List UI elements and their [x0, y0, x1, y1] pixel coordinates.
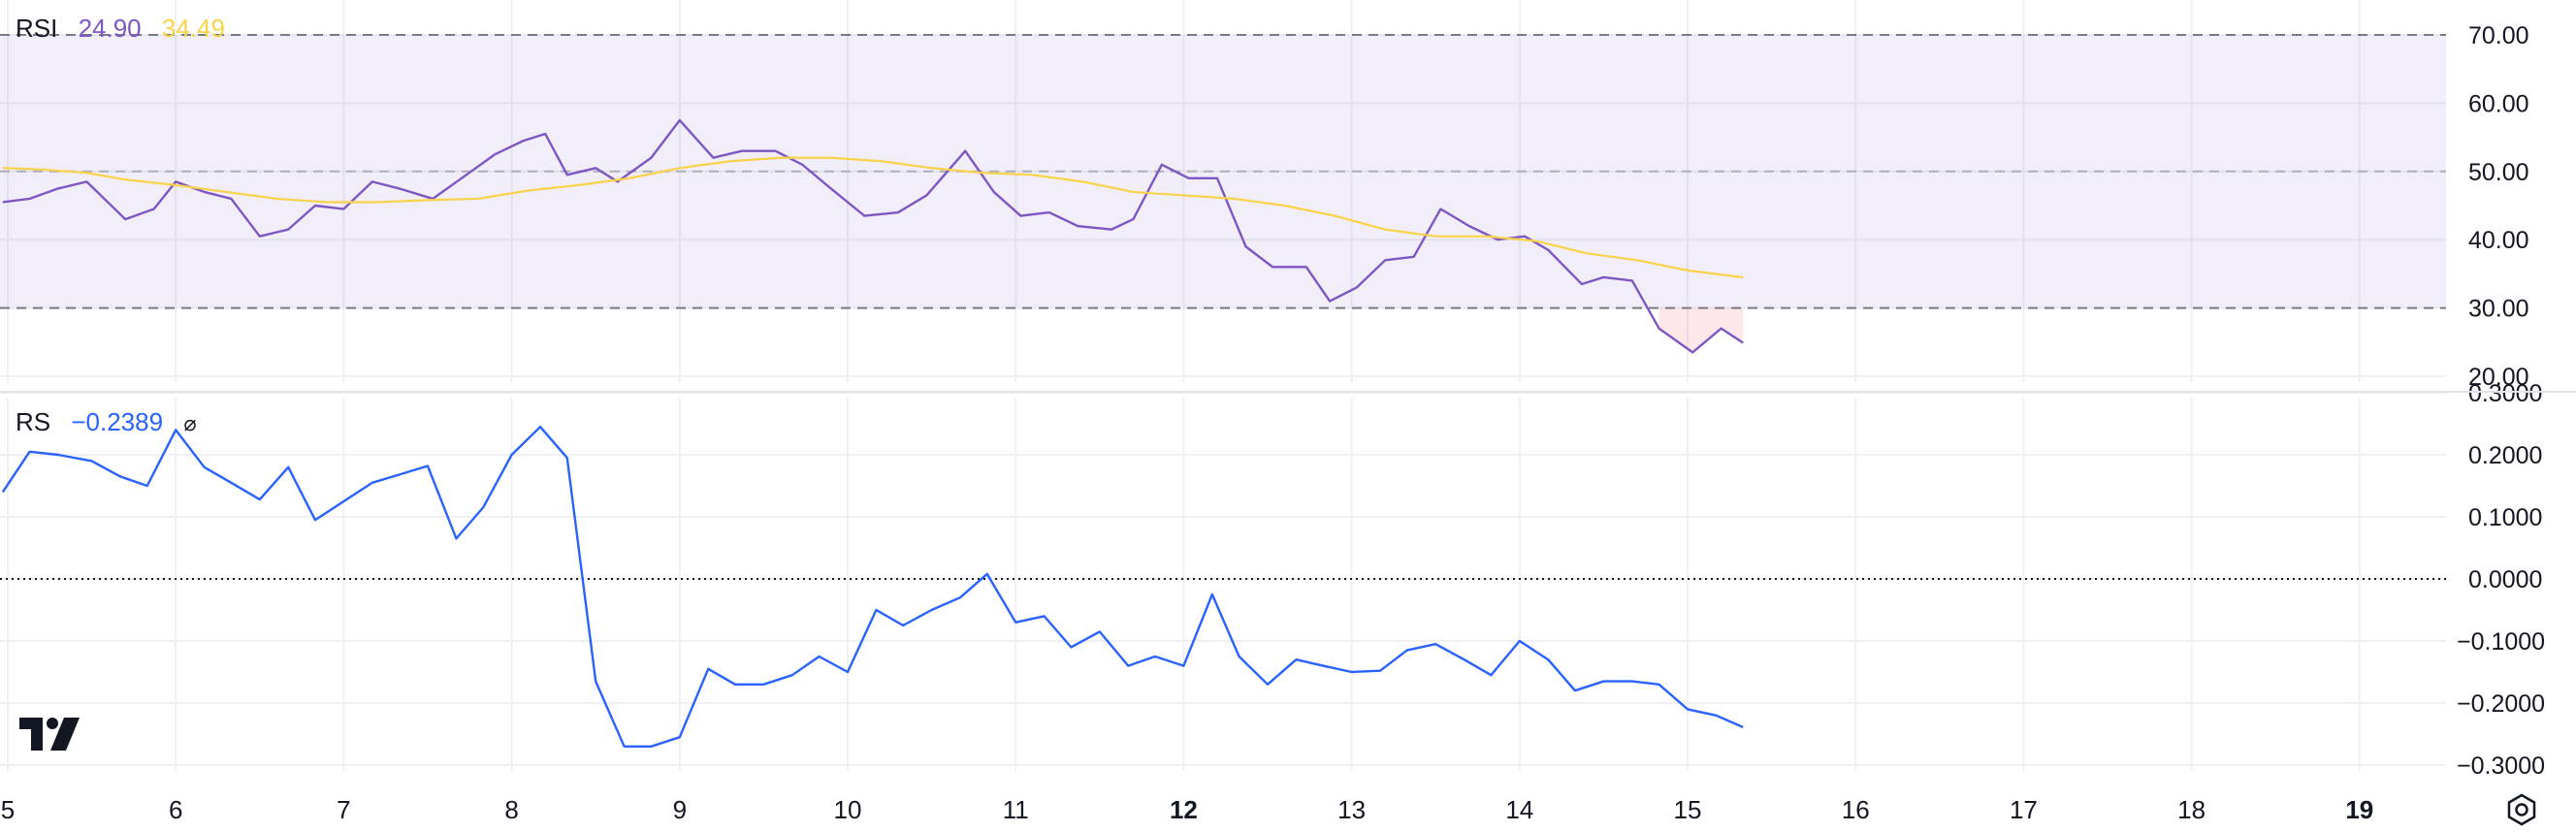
x-tick-label: 16: [1842, 795, 1870, 824]
rsi-line: [2, 118, 1744, 354]
x-tick-label: 7: [337, 795, 350, 824]
rs-legend-value: −0.2389: [71, 407, 164, 436]
rs-y-tick: 0.0000: [2468, 566, 2542, 593]
rs-pane: [0, 426, 2446, 748]
rsi-pane: [0, 34, 2446, 354]
rsi-y-axis: 70.00 60.00 50.00 40.00 30.00 20.00: [2468, 22, 2529, 391]
rs-line: [1, 426, 1744, 748]
rs-y-tick: 0.1000: [2468, 504, 2542, 531]
rsi-y-tick: 70.00: [2468, 22, 2529, 49]
rs-y-tick: −0.3000: [2457, 752, 2545, 780]
rsi-y-tick: 30.00: [2468, 296, 2529, 323]
x-tick-label: 8: [504, 795, 518, 824]
rs-y-tick: −0.2000: [2457, 690, 2545, 718]
x-tick-label: 19: [2345, 795, 2373, 824]
rs-legend: RS −0.2389 ⌀: [16, 407, 210, 437]
x-tick-label: 18: [2177, 795, 2206, 824]
rsi-y-tick: 20.00: [2468, 364, 2529, 391]
rsi-y-tick: 60.00: [2468, 90, 2529, 117]
rsi-legend-title: RSI: [16, 14, 58, 43]
rsi-oversold-fill: [1658, 307, 1744, 353]
time-axis[interactable]: 5 6 7 8 9 10 11 12 13 14 15 16 17 18 19: [1, 795, 2373, 824]
x-tick-label: 11: [1003, 795, 1029, 824]
tradingview-logo-icon[interactable]: [19, 718, 81, 755]
rs-y-tick: 0.3000: [2468, 380, 2542, 407]
rs-y-tick: −0.1000: [2457, 628, 2545, 656]
x-tick-label: 10: [834, 795, 862, 824]
rs-y-axis: 0.3000 0.2000 0.1000 0.0000 −0.1000 −0.2000 −0…: [2457, 380, 2545, 780]
rs-legend-flag-icon[interactable]: ⌀: [183, 411, 197, 435]
x-tick-label: 13: [1337, 795, 1366, 824]
x-tick-label: 12: [1170, 795, 1198, 824]
gear-icon[interactable]: [2505, 793, 2538, 831]
rsi-y-tick: 40.00: [2468, 227, 2529, 254]
rsi-legend-ma-value: 34.49: [161, 14, 225, 43]
x-tick-label: 14: [1505, 795, 1533, 824]
rs-legend-title: RS: [16, 407, 51, 436]
rsi-ma-line: [2, 156, 1744, 279]
x-tick-label: 9: [673, 795, 687, 824]
x-tick-label: 5: [1, 795, 15, 824]
rsi-y-tick: 50.00: [2468, 159, 2529, 186]
rs-y-tick: 0.2000: [2468, 442, 2542, 469]
x-tick-label: 17: [2010, 795, 2038, 824]
rsi-legend: RSI 24.90 34.49: [16, 14, 239, 44]
rsi-legend-value: 24.90: [78, 14, 142, 43]
x-tick-label: 6: [169, 795, 182, 824]
x-tick-label: 15: [1674, 795, 1702, 824]
